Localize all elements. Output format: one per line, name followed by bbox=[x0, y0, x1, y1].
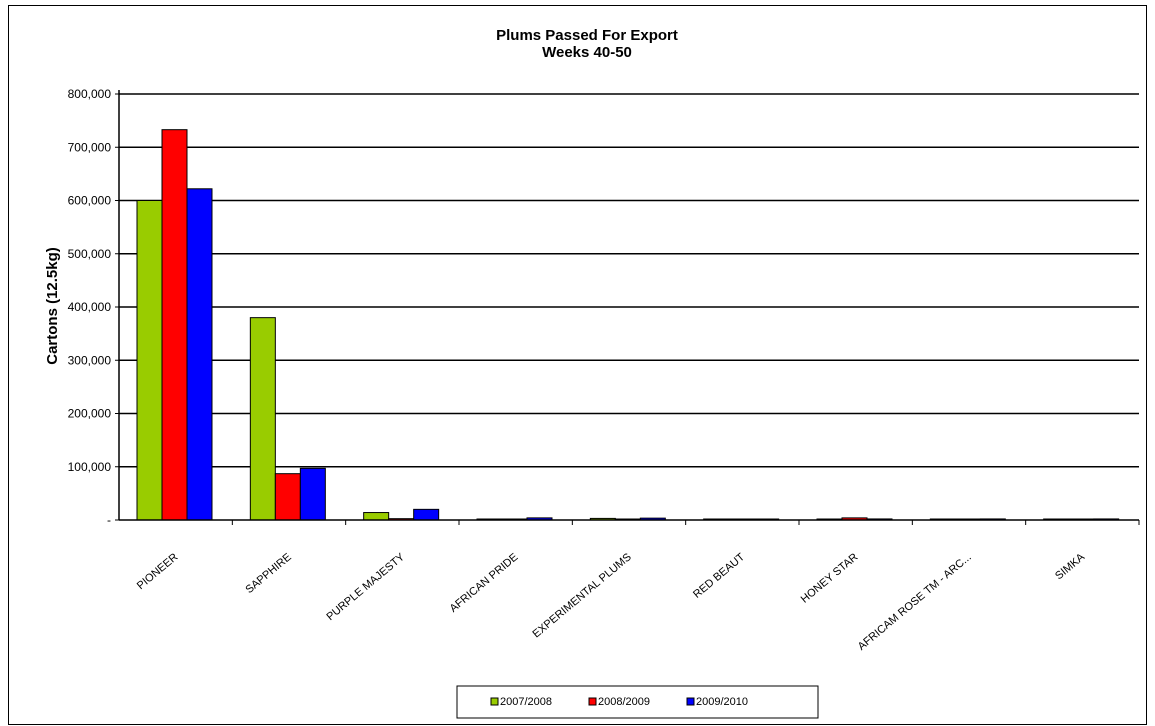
axes-group bbox=[118, 90, 1140, 525]
legend-label: 2007/2008 bbox=[500, 696, 552, 708]
y-tick-labels: - 100,000 200,000 300,000 400,000 500,000 600,… bbox=[68, 87, 112, 527]
y-tick-label: 400,000 bbox=[68, 300, 112, 314]
bar bbox=[299, 467, 326, 521]
x-category-label: EXPERIMENTAL PLUMS bbox=[531, 551, 634, 640]
y-tick-label: 200,000 bbox=[68, 407, 112, 421]
bars-group bbox=[136, 129, 1120, 521]
y-tick-label: 700,000 bbox=[68, 140, 112, 154]
legend-swatch bbox=[686, 697, 695, 706]
y-tick-label: 100,000 bbox=[68, 460, 112, 474]
x-category-label: PIONEER bbox=[135, 551, 181, 592]
legend: 2007/2008 2008/2009 2009/2010 bbox=[456, 685, 819, 719]
y-tick-label: 600,000 bbox=[68, 194, 112, 208]
x-category-label: PURPLE MAJESTY bbox=[324, 551, 407, 623]
bar bbox=[249, 317, 276, 521]
bar bbox=[413, 508, 440, 521]
bar bbox=[274, 473, 301, 521]
bar bbox=[161, 129, 188, 521]
chart-title-line-2: Weeks 40-50 bbox=[542, 44, 632, 61]
x-category-label: SAPPHIRE bbox=[243, 551, 293, 596]
chart-svg: Plums Passed For Export Weeks 40-50 - 100… bbox=[44, 27, 1140, 719]
bar bbox=[186, 188, 213, 521]
y-tick-label: 800,000 bbox=[68, 87, 112, 101]
y-tick-label: - bbox=[107, 513, 111, 527]
legend-swatch bbox=[588, 697, 597, 706]
y-tick-label: 300,000 bbox=[68, 353, 112, 367]
y-tick-label: 500,000 bbox=[68, 247, 112, 261]
gridlines bbox=[115, 93, 1139, 521]
chart-title-line-1: Plums Passed For Export bbox=[496, 27, 678, 44]
bar bbox=[363, 512, 390, 521]
legend-label: 2009/2010 bbox=[696, 696, 748, 708]
x-category-label: HONEY STAR bbox=[799, 551, 861, 606]
x-category-label: SIMKA bbox=[1053, 551, 1087, 583]
x-category-label: AFRICAM ROSE TM - ARC... bbox=[856, 551, 974, 653]
bar bbox=[136, 200, 163, 521]
x-category-labels: PIONEER SAPPHIRE PURPLE MAJESTY AFRICAN PRI… bbox=[135, 551, 1088, 653]
legend-items: 2007/2008 2008/2009 2009/2010 bbox=[490, 696, 748, 708]
x-category-label: RED BEAUT bbox=[691, 551, 747, 601]
x-category-label: AFRICAN PRIDE bbox=[448, 551, 521, 615]
y-axis-label: Cartons (12.5kg) bbox=[44, 247, 61, 365]
legend-label: 2008/2009 bbox=[598, 696, 650, 708]
legend-swatch bbox=[490, 697, 499, 706]
chart-frame: Plums Passed For Export Weeks 40-50 - 100… bbox=[8, 5, 1147, 725]
